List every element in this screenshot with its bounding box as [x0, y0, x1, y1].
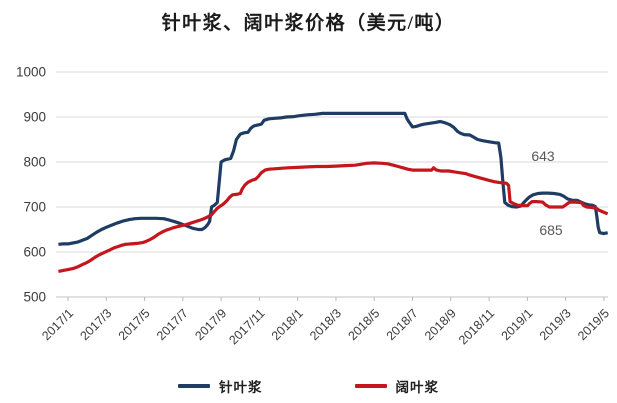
x-axis-label: 2017/7: [154, 306, 191, 343]
softwood-line-swatch: [178, 384, 210, 388]
x-axis-label: 2018/1: [269, 306, 306, 343]
x-axis-label: 2017/3: [77, 306, 114, 343]
legend-label-softwood: 针叶浆: [219, 380, 263, 395]
legend: 针叶浆 阔叶浆: [0, 376, 617, 396]
end-value-label: 685: [539, 222, 563, 238]
end-value-label: 643: [531, 148, 555, 164]
y-axis-label: 500: [23, 290, 46, 305]
chart-title: 针叶浆、阔叶浆价格（美元/吨）: [161, 13, 456, 34]
y-axis-label: 700: [23, 200, 46, 215]
x-axis-label: 2017/1: [39, 306, 76, 343]
x-axis-label: 2019/3: [537, 306, 574, 343]
x-axis-label: 2018/9: [422, 306, 459, 343]
series-line-hardwood: [58, 161, 609, 273]
legend-label-hardwood: 阔叶浆: [395, 380, 439, 395]
x-axis-label: 2018/7: [384, 306, 421, 343]
y-axis-label: 800: [23, 155, 46, 170]
x-axis-label: 2018/3: [307, 306, 344, 343]
x-axis-label: 2017/9: [192, 306, 229, 343]
x-axis-label: 2018/5: [345, 306, 382, 343]
x-axis-label: 2018/11: [456, 306, 497, 347]
x-axis-label: 2017/5: [116, 306, 153, 343]
y-axis-label: 600: [23, 245, 46, 260]
series-line-softwood: [58, 111, 609, 246]
x-axis-label: 2017/11: [226, 306, 267, 347]
y-axis-label: 1000: [16, 65, 46, 80]
hardwood-line-swatch: [354, 384, 387, 388]
legend-item-softwood: 针叶浆: [178, 376, 263, 396]
x-axis-label: 2019/5: [575, 306, 612, 343]
legend-item-hardwood: 阔叶浆: [354, 376, 440, 396]
y-axis-label: 900: [23, 110, 46, 125]
x-axis-label: 2019/1: [499, 306, 536, 343]
